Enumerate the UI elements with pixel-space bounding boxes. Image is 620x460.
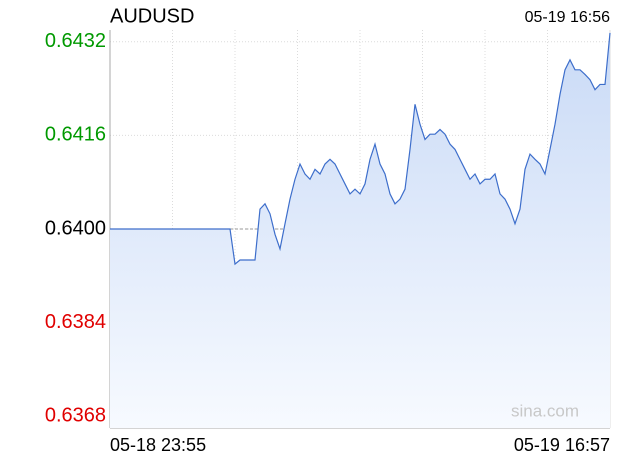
y-tick-label: 0.6400: [45, 217, 106, 239]
price-line: [110, 32, 611, 266]
area-fill: [110, 32, 610, 429]
chart-title: AUDUSD: [110, 5, 194, 27]
y-tick-label: 0.6368: [45, 405, 106, 427]
x-tick-label: 05-18 23:55: [110, 435, 206, 455]
plot: [110, 32, 611, 429]
y-tick-label: 0.6384: [45, 311, 106, 333]
x-tick-label: 05-19 16:57: [514, 435, 610, 455]
timestamp: 05-19 16:56: [525, 9, 611, 26]
y-tick-label: 0.6416: [45, 124, 106, 146]
watermark: sina.com: [511, 401, 579, 420]
y-tick-label: 0.6432: [45, 30, 106, 52]
